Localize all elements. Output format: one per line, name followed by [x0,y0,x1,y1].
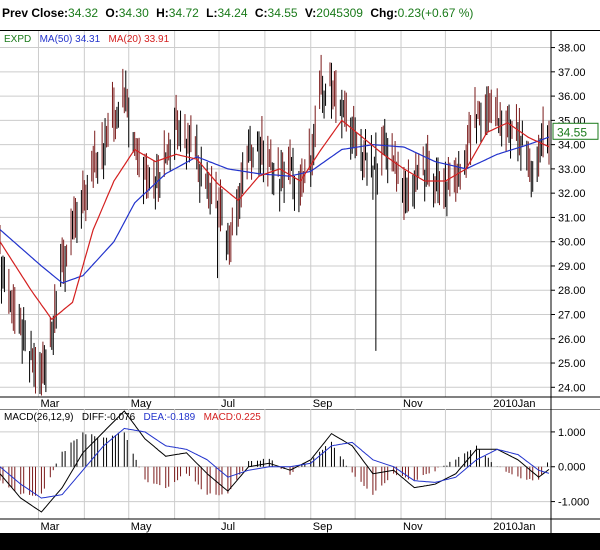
low-label: L: [206,6,218,20]
macd-xtick-label: Mar [40,521,59,533]
legend-ma20-value: 33.91 [144,34,170,45]
legend-symbol: EXPD [4,34,32,45]
price-ytick-label: 27.00 [558,309,586,321]
macd-xtick-label: Jul [221,521,235,533]
price-xtick-label: Jul [221,398,235,409]
close-value: 34.55 [267,6,298,20]
prev-close-value: 34.32 [68,6,99,20]
ma50-line [0,136,550,284]
macd-dea-line [0,427,550,499]
price-ytick-label: 28.00 [558,285,586,297]
price-xtick-label: 2010Jan [493,398,535,409]
price-xtick-label: Mar [40,398,59,409]
macd-xtick-label: Sep [313,521,333,533]
high-label: H: [156,6,169,20]
volume-label: V: [304,6,317,20]
open-label: O: [105,6,119,20]
macd-legend-dea-label: DEA: [143,412,167,423]
macd-ytick-label: 0.000 [558,462,586,474]
price-xtick-label: Nov [403,398,423,409]
open-value: 34.30 [118,6,149,20]
macd-ytick-label: -1.000 [558,497,589,509]
close-label: C: [254,6,268,20]
price-ytick-label: 34.00 [558,140,586,152]
macd-grid [0,409,551,519]
macd-legend-macd-value: 0.225 [235,412,261,423]
price-chart-panel[interactable]: 38.00 37.00 36.00 35.00 34.00 33.00 32.00 31.00… [0,31,600,409]
price-ytick-label: 31.00 [558,212,586,224]
price-xtick-label: Sep [313,398,333,409]
last-price-badge-label: 34.55 [557,125,587,139]
last-price-badge [552,122,599,140]
price-chart[interactable]: 38.0037.0036.0035.0034.0033.0032.0031.00… [0,31,600,409]
change-label: Chg: [370,6,398,20]
macd-legend-dea-value: -0.189 [166,412,196,423]
price-ytick-label: 26.00 [558,334,586,346]
price-legend: EXPD MA(50) 34.31 MA(20) 33.91 [4,34,169,45]
macd-background [0,409,600,533]
macd-legend: MACD(26,12,9) DIFF:-0.076 DEA:-0.189 MAC… [4,412,261,423]
price-ytick-label: 38.00 [558,43,586,55]
macd-diff-line [0,410,550,513]
macd-legend-macd-label: MACD: [203,412,236,423]
volume-value: 2045309 [316,6,363,20]
price-ytick-label: 29.00 [558,261,586,273]
quote-header: Prev Close:34.32 O:34.30 H:34.72 L:34.24… [0,0,600,30]
price-ytick-label: 33.00 [558,164,586,176]
ma20-line [0,119,550,321]
price-background [0,31,600,409]
macd-xtick-label: May [131,521,152,533]
price-ytick-label: 37.00 [558,67,586,79]
price-ytick-label: 24.00 [558,382,586,394]
ohlc-bars [0,54,550,396]
low-value: 34.24 [217,6,248,20]
macd-chart[interactable]: 1.000 0.000 -1.000 Mar May Jul Sep Nov 2010Jan [0,409,600,533]
price-ytick-label: 36.00 [558,91,586,103]
price-ytick-label: 32.00 [558,188,586,200]
legend-ma20-label: MA(20) [108,34,142,45]
macd-legend-diff-label: DIFF: [81,412,107,423]
legend-ma50-label: MA(50) [39,34,73,45]
price-xtick-label: May [131,398,152,409]
macd-xtick-label: 2010Jan [493,521,535,533]
macd-xtick-label: Nov [403,521,423,533]
macd-legend-diff-value: -0.076 [106,412,136,423]
change-value: 0.23(+0.67 %) [397,6,474,20]
price-ytick-label: 30.00 [558,237,586,249]
macd-ytick-label: 1.000 [558,427,586,439]
legend-ma50-value: 34.31 [75,34,101,45]
prev-close-label: Prev Close: [2,6,69,20]
macd-chart-panel[interactable]: 1.000 0.000 -1.000 Mar May Jul Sep Nov 2010Jan M… [0,409,600,533]
macd-legend-title: MACD(26,12,9) [4,412,74,423]
price-ytick-label: 25.00 [558,358,586,370]
high-value: 34.72 [168,6,199,20]
